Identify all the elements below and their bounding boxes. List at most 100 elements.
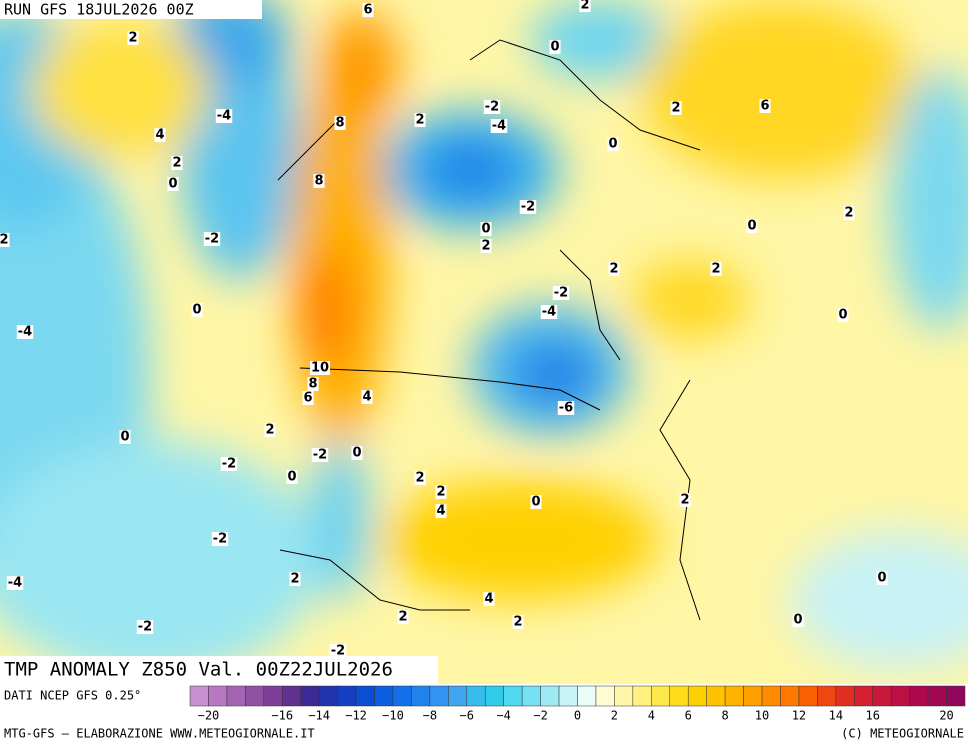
contour-label: -4 (217, 109, 231, 124)
contour-label-bg (362, 3, 374, 17)
colorbar-tick-label: 6 (685, 709, 692, 723)
contour-label-bg (215, 109, 233, 123)
colorbar-swatch (761, 685, 781, 707)
colorbar-swatch (300, 685, 320, 707)
colorbar-tick-label: 0 (574, 709, 581, 723)
contour-label: 0 (168, 177, 177, 192)
colorbar-swatch (429, 685, 449, 707)
contour-label-bg (530, 495, 542, 509)
colorbar-tick-label: 4 (648, 709, 655, 723)
contour-label-bg (552, 286, 570, 300)
colorbar-swatch (392, 685, 412, 707)
contour-label-bg (361, 390, 373, 404)
contour-label-bg (670, 101, 682, 115)
contour-label: 0 (192, 303, 201, 318)
contour-label-bg (127, 31, 139, 45)
contour-label-bg (483, 592, 495, 606)
colorbar-swatch (245, 685, 265, 707)
colorbar-tick-label: −4 (496, 709, 510, 723)
contour-label: 0 (608, 137, 617, 152)
colorbar-tick-label: 16 (866, 709, 880, 723)
contour-label: -4 (18, 325, 32, 340)
colorbar-swatch (374, 685, 394, 707)
contour-label-bg (792, 613, 804, 627)
colorbar-swatch (595, 685, 615, 707)
contour-label: 4 (362, 390, 371, 405)
colorbar-tick-label: −16 (271, 709, 293, 723)
colorbar-swatch (411, 685, 431, 707)
contour-label: 4 (436, 504, 445, 519)
colorbar-tick-label: 10 (755, 709, 769, 723)
contour-label-bg (435, 504, 447, 518)
colorbar-swatch (318, 685, 338, 707)
contour-label: -2 (554, 286, 568, 301)
contour-label-bg (480, 239, 492, 253)
contour-label-bg (876, 571, 888, 585)
contour-label: 10 (311, 361, 329, 376)
contour-label: 2 (128, 31, 137, 46)
colorbar-tick-label: 8 (722, 709, 729, 723)
contour-label-bg (679, 493, 691, 507)
colorbar-swatch (521, 685, 541, 707)
contour-label: 2 (481, 239, 490, 254)
contour-label: -2 (521, 200, 535, 215)
contour-label-bg (289, 572, 301, 586)
contour-label: 6 (760, 99, 769, 114)
contour-label-bg (483, 100, 501, 114)
colorbar-tick-label: 12 (792, 709, 806, 723)
contour-label-bg (171, 156, 183, 170)
contour-label-bg (759, 99, 771, 113)
contour-label-bg (311, 448, 329, 462)
contour-label-bg (203, 232, 221, 246)
contour-label: 2 (0, 233, 9, 248)
colorbar-swatch (577, 685, 597, 707)
colorbar-swatch (226, 685, 246, 707)
colorbar-swatch (651, 685, 671, 707)
contour-label: 6 (363, 3, 372, 18)
contour-label: -2 (331, 644, 345, 659)
colorbar-swatch (448, 685, 468, 707)
contour-label: -2 (138, 620, 152, 635)
contour-label: 2 (415, 113, 424, 128)
colorbar-tick-label: 20 (939, 709, 953, 723)
colorbar-tick-label: −20 (198, 709, 220, 723)
colorbar-swatch (208, 685, 228, 707)
contour-label: 8 (314, 174, 323, 189)
run-label: RUN GFS 18JUL2026 00Z (4, 1, 194, 19)
contour-label: 2 (436, 485, 445, 500)
contour-label: -2 (485, 100, 499, 115)
colorbar-swatch (558, 685, 578, 707)
contour-label: -2 (205, 232, 219, 247)
contour-label-bg (6, 576, 24, 590)
contour-label: 2 (415, 471, 424, 486)
contour-label-bg (136, 620, 154, 634)
colorbar-swatch (669, 685, 689, 707)
colorbar-tick-label: 14 (829, 709, 843, 723)
contour-label-bg (329, 644, 347, 658)
contour-label: -2 (213, 532, 227, 547)
contour-label: 6 (303, 391, 312, 406)
colorbar-swatch (946, 685, 966, 707)
contour-label-bg (0, 233, 10, 247)
contour-label: -4 (492, 119, 506, 134)
map-title: TMP ANOMALY Z850 Val. 00Z22JUL2026 (4, 659, 393, 681)
contour-label: 4 (484, 592, 493, 607)
contour-label: 0 (287, 470, 296, 485)
contour-label: -6 (559, 401, 573, 416)
title-box (0, 656, 438, 684)
colorbar-swatch (798, 685, 818, 707)
contour-label-bg (307, 377, 319, 391)
contour-label: 2 (398, 610, 407, 625)
contour-label-bg (512, 615, 524, 629)
colorbar-swatch (355, 685, 375, 707)
contour-label: 0 (747, 219, 756, 234)
footer-left: MTG-GFS — ELABORAZIONE WWW.METEOGIORNALE… (4, 727, 315, 741)
colorbar-swatch (890, 685, 910, 707)
contour-label-bg (608, 262, 620, 276)
contour-label-bg (710, 262, 722, 276)
contour-label-bg (490, 119, 508, 133)
colorbar-swatch (817, 685, 837, 707)
